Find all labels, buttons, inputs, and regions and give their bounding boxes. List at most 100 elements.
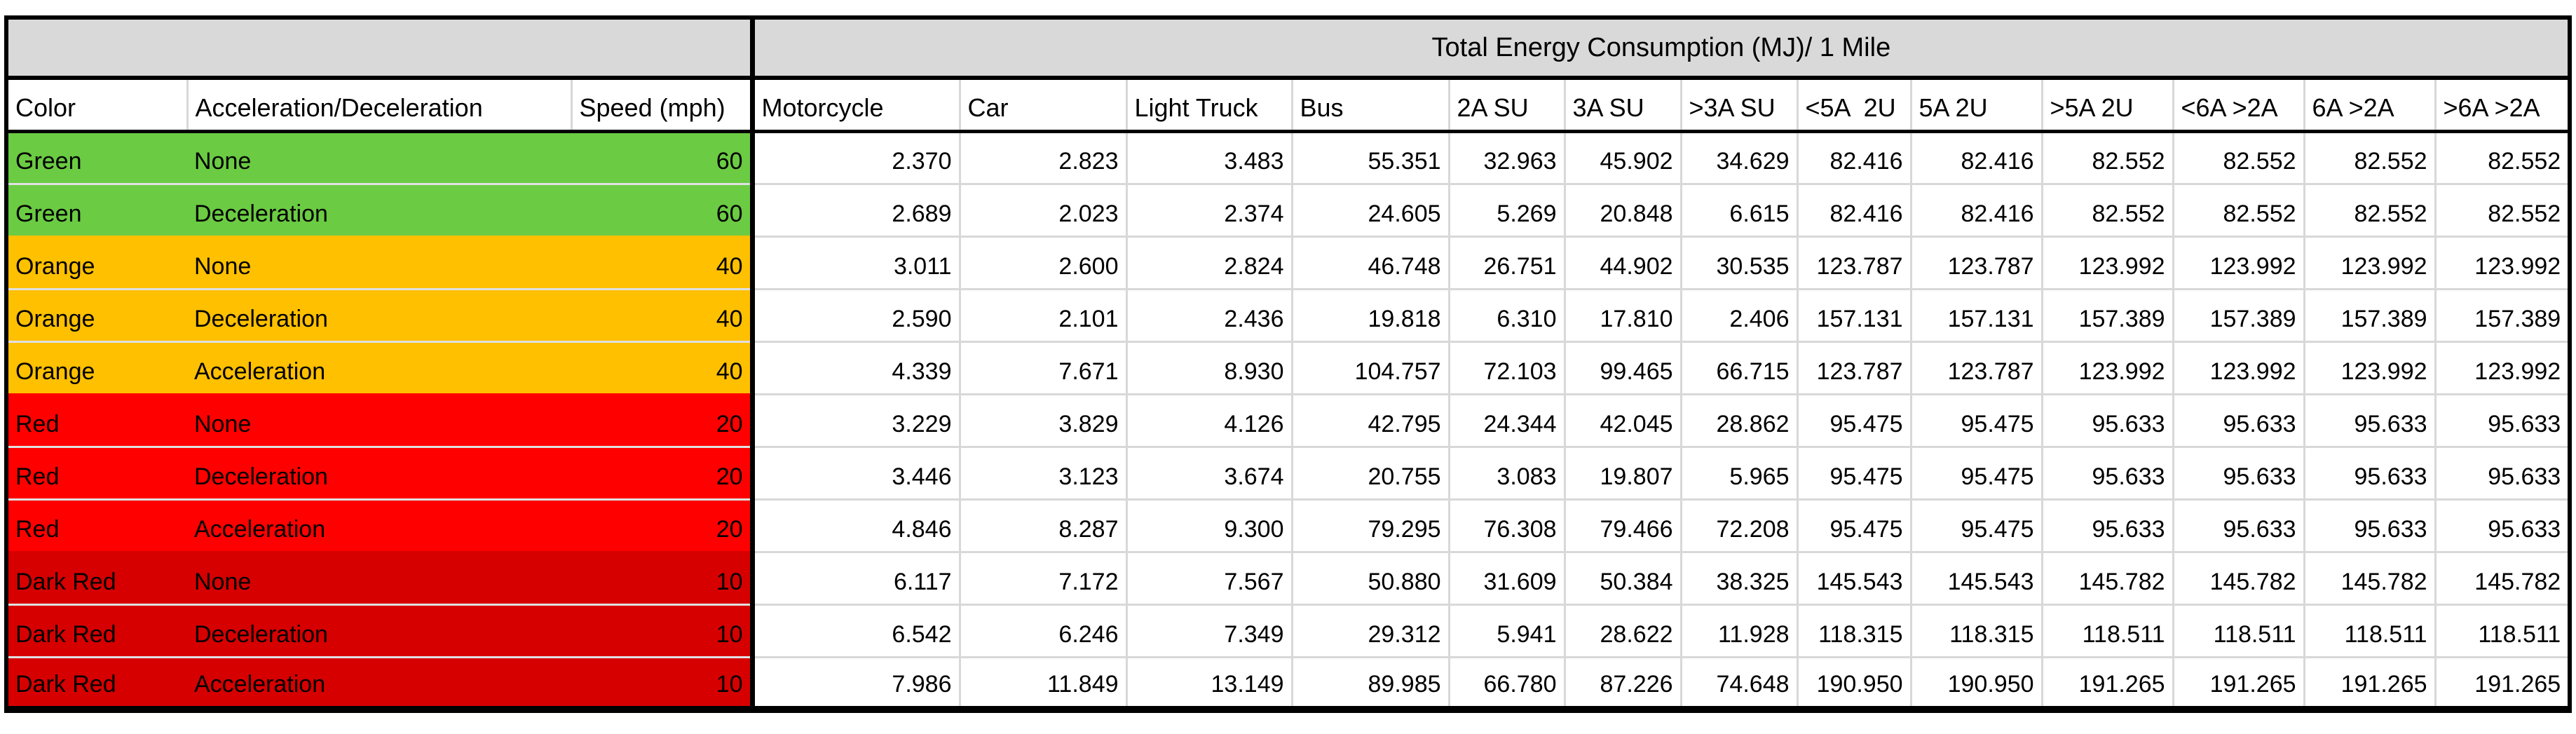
column-header: >3A SU: [1679, 78, 1798, 133]
cell-value: 82.416: [1909, 130, 2043, 184]
cell-speed: 20: [571, 445, 753, 499]
cell-value: 123.787: [1796, 340, 1911, 394]
cell-value: 191.265: [2434, 655, 2570, 709]
cell-value: 30.535: [1679, 235, 1798, 289]
cell-value: 123.992: [2434, 235, 2570, 289]
cell-value: 157.389: [2172, 287, 2305, 341]
cell-value: 118.511: [2303, 603, 2436, 657]
column-header: Bus: [1290, 78, 1450, 133]
cell-value: 2.600: [958, 235, 1127, 289]
cell-value: 145.543: [1909, 550, 2043, 604]
cell-value: 95.633: [2172, 393, 2305, 447]
cell-color: Orange: [6, 287, 187, 341]
cell-value: 82.416: [1796, 130, 1911, 184]
cell-value: 82.552: [2303, 182, 2436, 236]
cell-value: 76.308: [1447, 498, 1565, 552]
cell-color: Dark Red: [6, 655, 187, 709]
table-row: Orange Acceleration 40 4.339 7.671 8.930 104.7…: [6, 340, 2570, 394]
cell-value: 11.849: [958, 655, 1127, 709]
cell-value: 157.389: [2434, 287, 2570, 341]
cell-color: Orange: [6, 235, 187, 289]
cell-value: 7.567: [1125, 550, 1293, 604]
cell-value: 2.023: [958, 182, 1127, 236]
cell-color: Red: [6, 445, 187, 499]
cell-value: 32.963: [1447, 130, 1565, 184]
cell-value: 2.101: [958, 287, 1127, 341]
cell-value: 7.986: [749, 655, 960, 709]
cell-value: 6.615: [1679, 182, 1798, 236]
cell-value: 2.823: [958, 130, 1127, 184]
cell-value: 5.269: [1447, 182, 1565, 236]
cell-color: Dark Red: [6, 550, 187, 604]
cell-value: 6.117: [749, 550, 960, 604]
cell-value: 82.552: [2040, 182, 2174, 236]
column-header: 5A 2U: [1909, 78, 2043, 133]
cell-value: 6.310: [1447, 287, 1565, 341]
cell-speed: 20: [571, 393, 753, 447]
cell-value: 123.992: [2303, 340, 2436, 394]
cell-speed: 60: [571, 182, 753, 236]
cell-value: 4.846: [749, 498, 960, 552]
cell-value: 2.590: [749, 287, 960, 341]
cell-color: Red: [6, 393, 187, 447]
cell-color: Green: [6, 130, 187, 184]
cell-value: 82.552: [2040, 130, 2174, 184]
column-header: >5A 2U: [2040, 78, 2174, 133]
cell-value: 123.992: [2172, 235, 2305, 289]
cell-value: 3.229: [749, 393, 960, 447]
cell-value: 82.552: [2172, 182, 2305, 236]
cell-value: 95.633: [2303, 498, 2436, 552]
cell-value: 7.671: [958, 340, 1127, 394]
table-row: Red Acceleration 20 4.846 8.287 9.300 79.295 76…: [6, 498, 2570, 552]
cell-value: 11.928: [1679, 603, 1798, 657]
cell-value: 8.287: [958, 498, 1127, 552]
cell-value: 157.131: [1796, 287, 1911, 341]
cell-value: 157.389: [2040, 287, 2174, 341]
table-title: Total Energy Consumption (MJ)/ 1 Mile: [749, 18, 2570, 80]
cell-speed: 40: [571, 287, 753, 341]
cell-value: 118.511: [2040, 603, 2174, 657]
cell-value: 123.992: [2172, 340, 2305, 394]
cell-value: 95.633: [2040, 445, 2174, 499]
cell-value: 3.674: [1125, 445, 1293, 499]
cell-value: 3.829: [958, 393, 1127, 447]
cell-color: Orange: [6, 340, 187, 394]
column-header: Light Truck: [1125, 78, 1293, 133]
cell-value: 2.689: [749, 182, 960, 236]
table-row: Dark Red None 10 6.117 7.172 7.567 50.880 31.60…: [6, 550, 2570, 604]
cell-value: 95.475: [1796, 498, 1911, 552]
cell-value: 87.226: [1563, 655, 1682, 709]
column-header: 6A >2A: [2303, 78, 2436, 133]
cell-value: 95.475: [1796, 393, 1911, 447]
cell-value: 2.370: [749, 130, 960, 184]
cell-value: 24.605: [1290, 182, 1450, 236]
cell-value: 72.103: [1447, 340, 1565, 394]
cell-value: 95.633: [2434, 498, 2570, 552]
table-row: Red Deceleration 20 3.446 3.123 3.674 20.755 3.…: [6, 445, 2570, 499]
cell-value: 82.552: [2172, 130, 2305, 184]
column-header: 3A SU: [1563, 78, 1682, 133]
cell-value: 190.950: [1796, 655, 1911, 709]
cell-acceleration: None: [187, 130, 571, 184]
cell-value: 44.902: [1563, 235, 1682, 289]
cell-acceleration: None: [187, 393, 571, 447]
cell-value: 157.389: [2303, 287, 2436, 341]
cell-value: 123.992: [2040, 340, 2174, 394]
cell-value: 28.622: [1563, 603, 1682, 657]
cell-value: 123.992: [2040, 235, 2174, 289]
cell-value: 3.083: [1447, 445, 1565, 499]
page: Total Energy Consumption (MJ)/ 1 Mile Co…: [4, 15, 2572, 713]
column-header: <5A 2U: [1796, 78, 1911, 133]
cell-value: 31.609: [1447, 550, 1565, 604]
cell-value: 191.265: [2303, 655, 2436, 709]
cell-acceleration: Acceleration: [187, 655, 571, 709]
cell-value: 19.818: [1290, 287, 1450, 341]
cell-value: 45.902: [1563, 130, 1682, 184]
cell-value: 28.862: [1679, 393, 1798, 447]
cell-value: 118.511: [2434, 603, 2570, 657]
cell-value: 95.475: [1909, 445, 2043, 499]
row-header-color: Color: [6, 78, 187, 133]
cell-value: 24.344: [1447, 393, 1565, 447]
cell-color: Red: [6, 498, 187, 552]
cell-value: 5.965: [1679, 445, 1798, 499]
